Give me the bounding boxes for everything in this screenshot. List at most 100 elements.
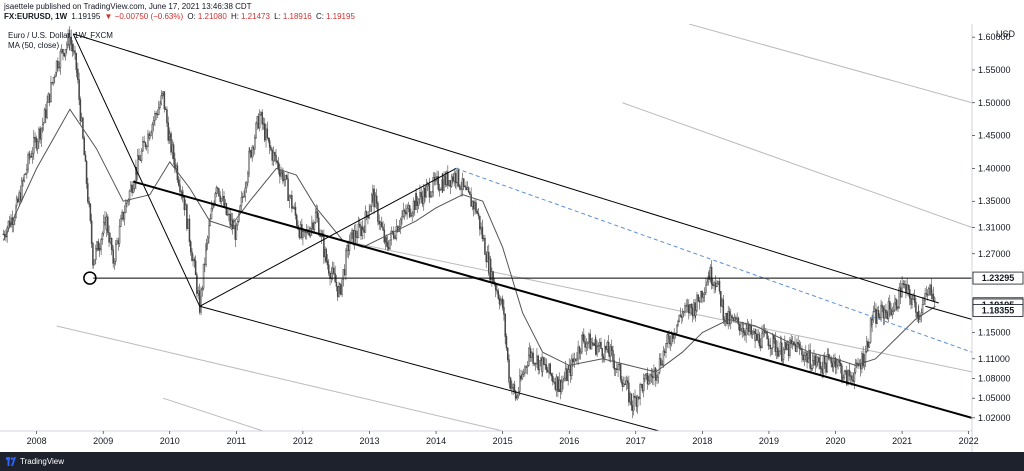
candle-body — [326, 260, 329, 266]
candle-body — [279, 169, 281, 177]
candle-body — [836, 364, 838, 368]
candle-body — [69, 36, 71, 46]
candle-body — [690, 303, 693, 309]
candle-body — [342, 269, 345, 280]
candle-body — [869, 318, 872, 343]
candle-body — [475, 202, 477, 212]
candle-body — [236, 221, 239, 226]
candle-body — [457, 168, 460, 187]
candle-body — [809, 349, 811, 369]
candle-body — [27, 153, 29, 170]
candle-body — [470, 194, 472, 207]
candle-body — [126, 201, 128, 204]
candle-body — [154, 113, 156, 121]
candle-body — [590, 342, 593, 350]
candle-body — [152, 120, 155, 125]
candle-body — [817, 357, 819, 363]
candle-body — [780, 342, 783, 361]
candle-body — [564, 368, 567, 379]
candle-body — [296, 215, 298, 226]
candle-body — [609, 346, 612, 357]
candle-body — [59, 51, 62, 68]
candle-body — [480, 226, 482, 230]
trendline-5 — [199, 305, 660, 431]
candle-body — [868, 341, 871, 348]
candle-body — [14, 216, 16, 222]
candle-body — [381, 222, 383, 228]
candle-body — [572, 358, 574, 363]
candle-body — [164, 108, 167, 110]
candle-body — [160, 95, 163, 105]
candle-body — [252, 146, 255, 150]
candle-body — [180, 191, 183, 193]
candle-body — [700, 291, 702, 303]
candle-body — [630, 393, 633, 406]
candle-body — [517, 391, 520, 397]
candle-body — [536, 355, 538, 364]
candle-body — [932, 293, 935, 301]
candle-body — [745, 328, 747, 336]
candle-body — [155, 113, 157, 115]
channel-line-4 — [56, 325, 503, 431]
candle-body — [276, 160, 279, 163]
candle-body — [407, 205, 410, 209]
candle-body — [814, 355, 817, 366]
candle-body — [459, 185, 461, 190]
candle-body — [854, 362, 857, 373]
candle-body — [328, 264, 330, 274]
candle-body — [531, 352, 533, 358]
candle-body — [34, 136, 36, 139]
candle-body — [101, 232, 104, 240]
close-value: 1.19195 — [325, 12, 355, 21]
candle-body — [420, 192, 422, 197]
candle-body — [750, 325, 752, 335]
candle-body — [80, 117, 83, 122]
candle-body — [140, 150, 143, 161]
candle-body — [472, 201, 475, 210]
candle-body — [798, 343, 801, 349]
candle-body — [645, 373, 648, 376]
candle-body — [64, 49, 67, 57]
candle-body — [193, 258, 196, 262]
candle-body — [895, 299, 898, 310]
candle-body — [600, 341, 602, 349]
candle-body — [402, 210, 405, 217]
candle-body — [84, 154, 87, 162]
candle-body — [431, 191, 433, 197]
candle-body — [66, 44, 68, 50]
candle-body — [112, 249, 114, 264]
candle-body — [266, 128, 269, 139]
y-tick-label: 1.27000 — [978, 249, 1011, 259]
candle-body — [229, 213, 231, 225]
candle-body — [573, 358, 576, 363]
candle-body — [294, 206, 297, 216]
candle-body — [506, 347, 509, 360]
candle-body — [70, 36, 72, 45]
candle-body — [282, 171, 284, 182]
candle-body — [265, 128, 267, 141]
candle-body — [45, 109, 47, 118]
candle-body — [476, 211, 479, 214]
candle-body — [617, 364, 619, 370]
candle-body — [749, 325, 751, 332]
candle-body — [632, 395, 635, 411]
candle-body — [197, 290, 199, 294]
candle-body — [331, 267, 334, 274]
candle-body — [147, 133, 149, 147]
candle-body — [51, 82, 53, 84]
candle-body — [754, 333, 757, 341]
candle-body — [549, 363, 551, 375]
candle-body — [919, 315, 921, 320]
candle-body — [561, 381, 563, 392]
candle-body — [212, 205, 214, 209]
candle-body — [720, 291, 722, 307]
candle-body — [401, 216, 403, 220]
candle-body — [302, 231, 304, 238]
candle-body — [271, 149, 273, 161]
candle-body — [88, 201, 90, 205]
candle-body — [225, 203, 228, 215]
candle-body — [445, 171, 448, 185]
y-tick-label: 1.11000 — [978, 354, 1010, 364]
candle-body — [286, 175, 288, 180]
